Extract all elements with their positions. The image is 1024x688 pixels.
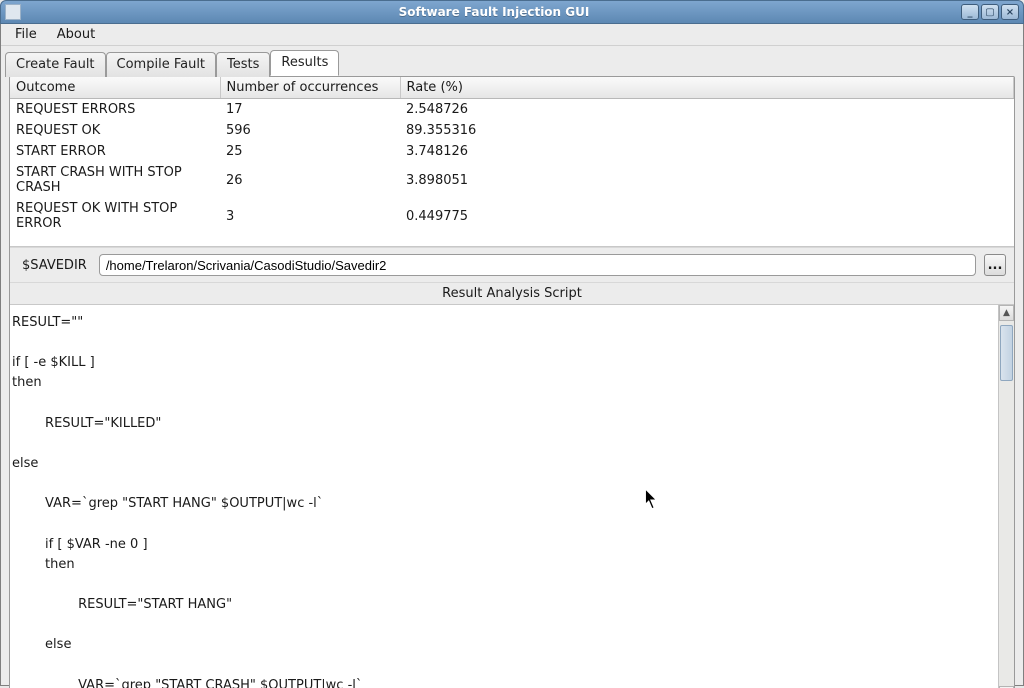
scroll-up-icon[interactable]: ▲ bbox=[999, 305, 1014, 321]
cell-outcome: START ERROR bbox=[10, 141, 220, 162]
col-outcome[interactable]: Outcome bbox=[10, 77, 220, 99]
table-row[interactable]: REQUEST OK WITH STOP ERROR 3 0.449775 bbox=[10, 198, 1014, 234]
cell-rate: 0.449775 bbox=[400, 198, 1014, 234]
script-textarea[interactable]: RESULT="" if [ -e $KILL ] then RESULT="K… bbox=[10, 305, 998, 688]
minimize-button[interactable]: _ bbox=[961, 4, 979, 20]
savedir-input[interactable] bbox=[99, 254, 976, 276]
app-icon bbox=[5, 4, 21, 20]
cell-outcome: REQUEST ERRORS bbox=[10, 99, 220, 121]
cell-occ: 26 bbox=[220, 162, 400, 198]
savedir-row: $SAVEDIR ... bbox=[10, 247, 1014, 283]
scrollbar[interactable]: ▲ ▼ bbox=[998, 305, 1014, 688]
cell-outcome: REQUEST OK bbox=[10, 120, 220, 141]
savedir-browse-button[interactable]: ... bbox=[984, 254, 1006, 276]
window-title: Software Fault Injection GUI bbox=[27, 5, 961, 19]
table-header-row: Outcome Number of occurrences Rate (%) bbox=[10, 77, 1014, 99]
cell-rate: 3.898051 bbox=[400, 162, 1014, 198]
scroll-track[interactable] bbox=[999, 321, 1014, 686]
cell-outcome: REQUEST OK WITH STOP ERROR bbox=[10, 198, 220, 234]
cell-occ: 25 bbox=[220, 141, 400, 162]
tabs: Create Fault Compile Fault Tests Results bbox=[5, 50, 1019, 76]
savedir-label: $SAVEDIR bbox=[18, 258, 91, 273]
cell-rate: 3.748126 bbox=[400, 141, 1014, 162]
close-button[interactable]: × bbox=[1001, 4, 1019, 20]
cell-occ: 596 bbox=[220, 120, 400, 141]
results-table-container: Outcome Number of occurrences Rate (%) R… bbox=[10, 77, 1014, 247]
tab-results[interactable]: Results bbox=[270, 50, 339, 76]
menu-file[interactable]: File bbox=[7, 24, 45, 45]
results-table: Outcome Number of occurrences Rate (%) R… bbox=[10, 77, 1014, 234]
col-occurrences[interactable]: Number of occurrences bbox=[220, 77, 400, 99]
cell-occ: 3 bbox=[220, 198, 400, 234]
results-panel: Outcome Number of occurrences Rate (%) R… bbox=[9, 76, 1015, 688]
titlebar: Software Fault Injection GUI _ ▢ × bbox=[0, 0, 1024, 24]
cell-rate: 89.355316 bbox=[400, 120, 1014, 141]
tab-compile-fault[interactable]: Compile Fault bbox=[106, 52, 217, 77]
script-section-title: Result Analysis Script bbox=[10, 283, 1014, 305]
scroll-thumb[interactable] bbox=[1000, 325, 1013, 381]
cell-outcome: START CRASH WITH STOP CRASH bbox=[10, 162, 220, 198]
menubar: File About bbox=[1, 24, 1023, 46]
window-body: File About Create Fault Compile Fault Te… bbox=[0, 24, 1024, 686]
table-row[interactable]: START ERROR 25 3.748126 bbox=[10, 141, 1014, 162]
tab-create-fault[interactable]: Create Fault bbox=[5, 52, 106, 77]
table-row[interactable]: REQUEST OK 596 89.355316 bbox=[10, 120, 1014, 141]
script-area-wrap: RESULT="" if [ -e $KILL ] then RESULT="K… bbox=[10, 305, 1014, 688]
menu-about[interactable]: About bbox=[49, 24, 103, 45]
cell-occ: 17 bbox=[220, 99, 400, 121]
table-row[interactable]: REQUEST ERRORS 17 2.548726 bbox=[10, 99, 1014, 121]
table-row[interactable]: START CRASH WITH STOP CRASH 26 3.898051 bbox=[10, 162, 1014, 198]
tab-tests[interactable]: Tests bbox=[216, 52, 270, 77]
col-rate[interactable]: Rate (%) bbox=[400, 77, 1014, 99]
window-controls: _ ▢ × bbox=[961, 4, 1019, 20]
cell-rate: 2.548726 bbox=[400, 99, 1014, 121]
maximize-button[interactable]: ▢ bbox=[981, 4, 999, 20]
tabs-container: Create Fault Compile Fault Tests Results… bbox=[1, 46, 1023, 688]
table-body: REQUEST ERRORS 17 2.548726 REQUEST OK 59… bbox=[10, 99, 1014, 235]
